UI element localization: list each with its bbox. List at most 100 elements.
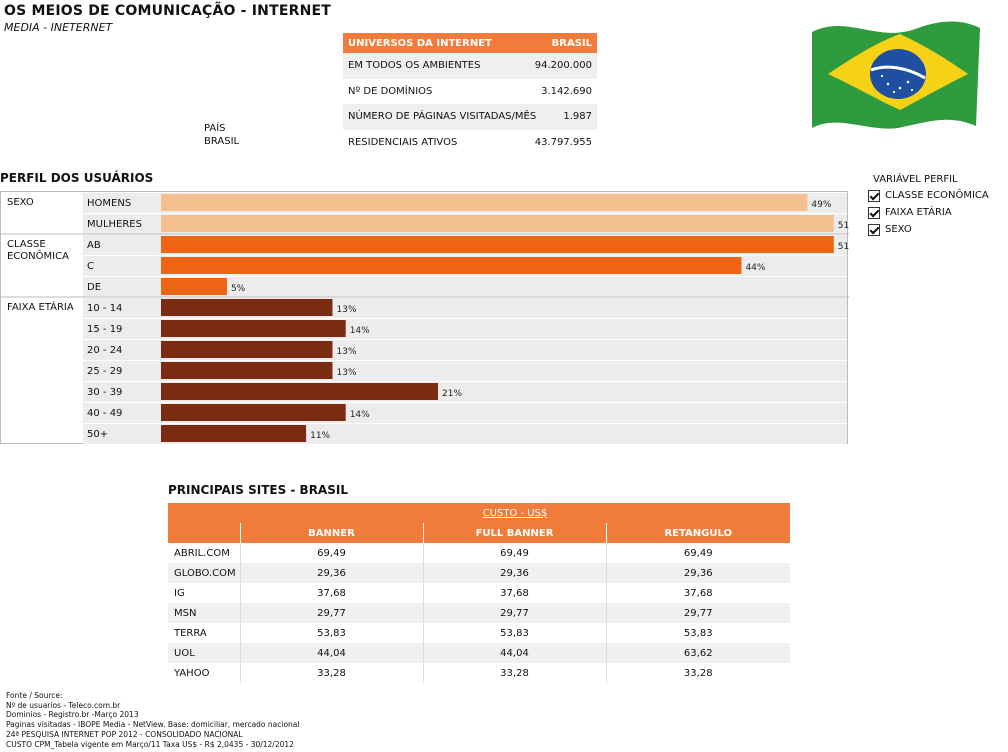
- flag-icon: [808, 14, 984, 132]
- data-label: 21%: [442, 389, 462, 399]
- bar: [161, 236, 834, 253]
- sites-header-blank: [168, 523, 240, 543]
- data-label: 51%: [838, 221, 849, 231]
- universe-row-value: 1.987: [563, 111, 592, 122]
- site-cost-cell: 69,49: [423, 543, 606, 563]
- site-cost-cell: 29,77: [606, 603, 790, 623]
- column-header: BANNER: [240, 523, 423, 543]
- universe-row: EM TODOS OS AMBIENTES 94.200.000: [343, 53, 597, 79]
- site-cost-cell: 29,36: [423, 563, 606, 583]
- site-cost-cell: 37,68: [240, 583, 423, 603]
- universe-header-value: BRASIL: [552, 38, 592, 49]
- profile-title: PERFIL DOS USUÁRIOS: [0, 171, 153, 185]
- bar: [161, 257, 741, 274]
- category-label: C: [87, 261, 94, 272]
- data-label: 5%: [231, 284, 246, 294]
- column-header: RETANGULO: [606, 523, 790, 543]
- internet-universe-table: UNIVERSOS DA INTERNET BRASIL EM TODOS OS…: [343, 33, 597, 155]
- bar: [161, 341, 333, 358]
- variable-profile-panel: VARIÁVEL PERFIL CLASSE ECONÔMICA FAIXA E…: [868, 174, 989, 238]
- group-label: CLASSE: [7, 239, 46, 250]
- universe-header-label: UNIVERSOS DA INTERNET: [348, 38, 492, 49]
- group-label: SEXO: [7, 197, 34, 208]
- data-label: 49%: [811, 200, 831, 210]
- universe-row-label: Nº DE DOMÍNIOS: [348, 86, 432, 97]
- checkbox-icon[interactable]: [868, 207, 880, 219]
- source-line: Paginas visitadas - IBOPE Media - NetVie…: [6, 720, 299, 730]
- category-label: DE: [87, 282, 101, 293]
- bar: [161, 278, 227, 295]
- data-label: 14%: [350, 410, 370, 420]
- site-cost-cell: 33,28: [606, 663, 790, 683]
- data-label: 13%: [337, 347, 357, 357]
- site-row: UOL 44,04 44,04 63,62: [168, 643, 790, 663]
- country-label: PAÍS BRASIL: [204, 122, 239, 148]
- checkbox-label: SEXO: [885, 224, 912, 235]
- site-cost-cell: 37,68: [423, 583, 606, 603]
- site-row: YAHOO 33,28 33,28 33,28: [168, 663, 790, 683]
- category-label: 50+: [87, 429, 108, 440]
- source-line: Dominios - Registro.br -Março 2013: [6, 710, 299, 720]
- bar: [161, 362, 333, 379]
- site-cost-cell: 53,83: [423, 623, 606, 643]
- site-name: MSN: [168, 603, 240, 623]
- checkbox-faixa-etaria[interactable]: FAIXA ETÁRIA: [868, 204, 989, 221]
- site-row: IG 37,68 37,68 37,68: [168, 583, 790, 603]
- bar: [161, 425, 306, 442]
- site-name: GLOBO.COM: [168, 563, 240, 583]
- category-label: 40 - 49: [87, 408, 122, 419]
- universe-header: UNIVERSOS DA INTERNET BRASIL: [343, 33, 597, 53]
- site-cost-cell: 33,28: [423, 663, 606, 683]
- site-cost-cell: 69,49: [606, 543, 790, 563]
- checkbox-classe-economica[interactable]: CLASSE ECONÔMICA: [868, 187, 989, 204]
- group-label: ECONÔMICA: [7, 249, 69, 262]
- universe-row-value: 3.142.690: [541, 86, 592, 97]
- site-cost-cell: 37,68: [606, 583, 790, 603]
- category-label: 25 - 29: [87, 366, 122, 377]
- universe-row-label: RESIDENCIAIS ATIVOS: [348, 137, 457, 148]
- site-cost-cell: 29,36: [240, 563, 423, 583]
- category-label: 15 - 19: [87, 324, 122, 335]
- category-label: 30 - 39: [87, 387, 122, 398]
- bar: [161, 215, 834, 232]
- site-row: MSN 29,77 29,77 29,77: [168, 603, 790, 623]
- checkbox-label: FAIXA ETÁRIA: [885, 207, 952, 218]
- bar: [161, 299, 333, 316]
- bar: [161, 404, 346, 421]
- brazil-flag: [808, 14, 984, 132]
- checkbox-icon[interactable]: [868, 190, 880, 202]
- page-title: OS MEIOS DE COMUNICAÇÃO - INTERNET: [4, 3, 331, 19]
- group-label: FAIXA ETÁRIA: [7, 300, 74, 313]
- category-label: AB: [87, 240, 101, 251]
- data-label: 13%: [337, 368, 357, 378]
- site-cost-cell: 44,04: [423, 643, 606, 663]
- data-label: 44%: [745, 263, 765, 273]
- variable-profile-title: VARIÁVEL PERFIL: [873, 174, 989, 185]
- site-cost-cell: 29,77: [423, 603, 606, 623]
- source-line: 24ª PESQUISA INTERNET POP 2012 - CONSOLI…: [6, 730, 299, 740]
- site-name: ABRIL.COM: [168, 543, 240, 563]
- checkbox-sexo[interactable]: SEXO: [868, 221, 989, 238]
- page-subtitle: MEDIA - INETERNET: [4, 21, 112, 34]
- site-row: GLOBO.COM 29,36 29,36 29,36: [168, 563, 790, 583]
- site-name: TERRA: [168, 623, 240, 643]
- site-name: UOL: [168, 643, 240, 663]
- source-line: CUSTO CPM_Tabela vigente em Março/11 Tax…: [6, 740, 299, 750]
- site-cost-cell: 63,62: [606, 643, 790, 663]
- country-label-title: PAÍS: [204, 122, 239, 135]
- bar: [161, 194, 807, 211]
- universe-row-value: 43.797.955: [535, 137, 592, 148]
- checkbox-icon[interactable]: [868, 224, 880, 236]
- site-cost-cell: 53,83: [606, 623, 790, 643]
- cost-header: CUSTO - US$: [240, 503, 790, 523]
- universe-row-value: 94.200.000: [535, 60, 592, 71]
- column-header: FULL BANNER: [423, 523, 606, 543]
- site-cost-cell: 53,83: [240, 623, 423, 643]
- site-cost-cell: 29,36: [606, 563, 790, 583]
- universe-row-label: EM TODOS OS AMBIENTES: [348, 60, 480, 71]
- data-label: 51%: [838, 242, 849, 252]
- site-cost-cell: 69,49: [240, 543, 423, 563]
- data-label: 13%: [337, 305, 357, 315]
